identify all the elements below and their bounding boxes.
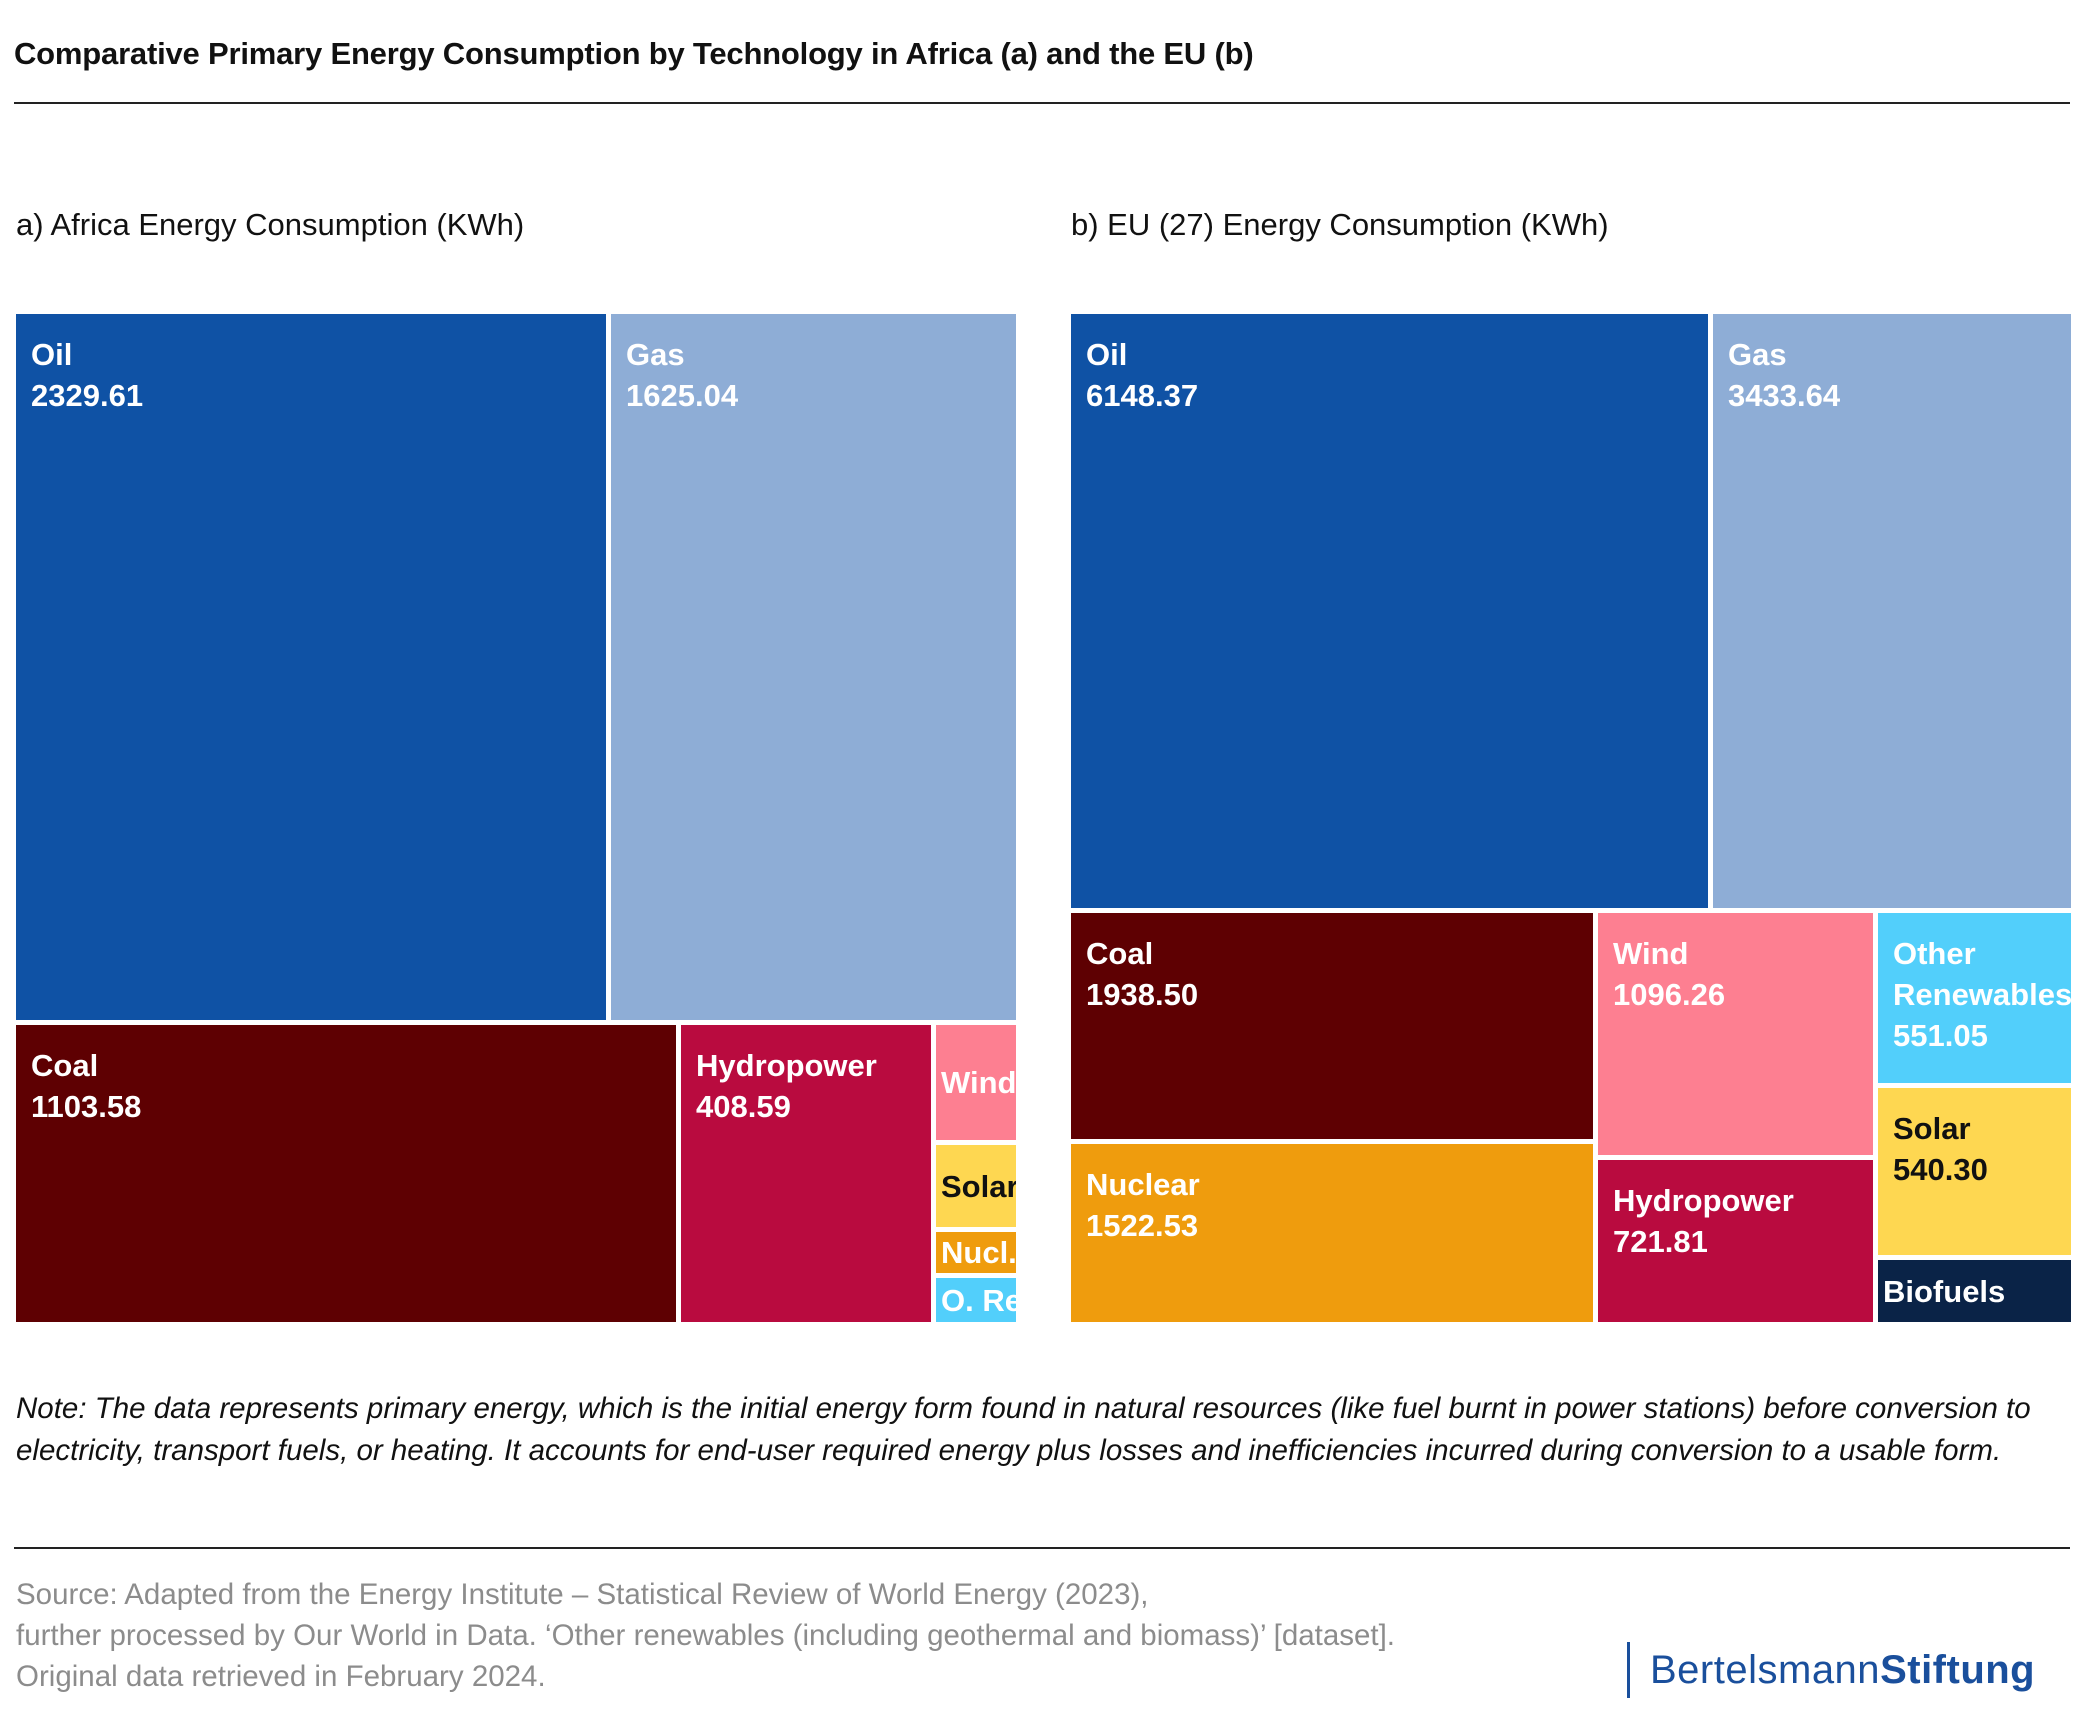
eu-tile-gas: Gas 3433.64 — [1713, 314, 2071, 908]
tile-label: Coal — [31, 1048, 99, 1083]
tile-label: Gas — [626, 337, 685, 372]
africa-tile-gas: Gas 1625.04 — [611, 314, 1016, 1020]
tile-value: 1625.04 — [626, 378, 739, 413]
africa-tile-other-renewables: O. Re. — [936, 1278, 1016, 1322]
eu-tile-hydropower: Hydropower 721.81 — [1598, 1160, 1873, 1322]
tile-text: Oil 2329.61 — [31, 334, 592, 416]
africa-treemap: Oil 2329.61 Gas 1625.04 Coal 1103.58 Hydropowe… — [16, 314, 1016, 1322]
tile-value: 1096.26 — [1613, 977, 1726, 1012]
tile-text: Oil 6148.37 — [1086, 334, 1694, 416]
source-text: Source: Adapted from the Energy Institut… — [16, 1574, 1395, 1697]
tile-label: Gas — [1728, 337, 1787, 372]
tile-label: Nucl. — [941, 1235, 1016, 1270]
africa-tile-hydropower: Hydropower 408.59 — [681, 1025, 931, 1322]
tile-text: Coal 1938.50 — [1086, 933, 1579, 1015]
tile-text: O. Re. — [941, 1280, 1016, 1321]
africa-tile-oil: Oil 2329.61 — [16, 314, 606, 1020]
tile-text: Coal 1103.58 — [31, 1045, 662, 1127]
eu-tile-coal: Coal 1938.50 — [1071, 913, 1593, 1139]
tile-label: Hydropower — [1613, 1183, 1794, 1218]
top-divider — [14, 102, 2070, 104]
source-line-3: Original data retrieved in February 2024… — [16, 1660, 546, 1693]
tile-label: Solar — [1893, 1111, 1971, 1146]
eu-tile-nuclear: Nuclear 1522.53 — [1071, 1144, 1593, 1322]
tile-text: Solar — [941, 1166, 1016, 1207]
tile-text: Wind — [941, 1062, 1016, 1103]
tile-text: Biofuels — [1883, 1271, 2005, 1312]
tile-text: Nucl. — [941, 1232, 1016, 1273]
tile-value: 551.05 — [1893, 1018, 1988, 1053]
tile-text: Nuclear 1522.53 — [1086, 1164, 1579, 1246]
tile-label: Coal — [1086, 936, 1154, 971]
tile-value: 1522.53 — [1086, 1208, 1199, 1243]
africa-tile-solar: Solar — [936, 1145, 1016, 1227]
tile-label: Biofuels — [1883, 1273, 2006, 1309]
tile-label: Wind — [941, 1065, 1016, 1100]
tile-label: Hydropower — [696, 1048, 877, 1083]
tile-text: Solar 540.30 — [1893, 1108, 2057, 1190]
tile-label: Wind — [1613, 936, 1689, 971]
tile-text: Other Renewables 551.05 — [1893, 933, 2071, 1056]
tile-value: 721.81 — [1613, 1224, 1708, 1259]
tile-label: Solar — [941, 1168, 1016, 1204]
eu-tile-wind: Wind 1096.26 — [1598, 913, 1873, 1155]
tile-value: 6148.37 — [1086, 378, 1199, 413]
africa-tile-wind: Wind — [936, 1025, 1016, 1140]
source-line-1: Source: Adapted from the Energy Institut… — [16, 1578, 1149, 1611]
bottom-divider — [14, 1547, 2070, 1549]
tile-label: Nuclear — [1086, 1167, 1200, 1202]
africa-tile-nuclear: Nucl. — [936, 1232, 1016, 1273]
logo-text-bertelsmann: Bertelsmann — [1650, 1647, 1881, 1692]
eu-tile-biofuels: Biofuels — [1878, 1260, 2071, 1322]
tile-value: 408.59 — [696, 1089, 791, 1124]
eu-treemap: Oil 6148.37 Gas 3433.64 Coal 1938.50 Nuclear 15… — [1071, 314, 2071, 1322]
tile-value: 3433.64 — [1728, 378, 1841, 413]
tile-label: O. Re. — [941, 1282, 1016, 1318]
tile-label: Other Renewables — [1893, 936, 2071, 1012]
logo-text-stiftung: Stiftung — [1880, 1647, 2036, 1692]
eu-tile-other-renewables: Other Renewables 551.05 — [1878, 913, 2071, 1083]
tile-label: Oil — [31, 337, 73, 372]
bertelsmann-stiftung-logo: Bertelsmann Stiftung — [1627, 1642, 2035, 1698]
africa-chart-title: a) Africa Energy Consumption (KWh) — [16, 207, 525, 242]
tile-value: 2329.61 — [31, 378, 144, 413]
tile-value: 540.30 — [1893, 1152, 1988, 1187]
tile-text: Hydropower 721.81 — [1613, 1180, 1859, 1262]
source-line-2: further processed by Our World in Data. … — [16, 1619, 1395, 1652]
tile-text: Wind 1096.26 — [1613, 933, 1859, 1015]
tile-value: 1103.58 — [31, 1089, 142, 1124]
tile-value: 1938.50 — [1086, 977, 1199, 1012]
figure-title: Comparative Primary Energy Consumption b… — [14, 36, 1254, 71]
africa-tile-coal: Coal 1103.58 — [16, 1025, 676, 1322]
eu-tile-solar: Solar 540.30 — [1878, 1088, 2071, 1255]
eu-tile-oil: Oil 6148.37 — [1071, 314, 1708, 908]
tile-text: Gas 1625.04 — [626, 334, 1002, 416]
tile-text: Gas 3433.64 — [1728, 334, 2057, 416]
note-text: Note: The data represents primary energy… — [16, 1392, 2031, 1467]
tile-label: Oil — [1086, 337, 1128, 372]
tile-text: Hydropower 408.59 — [696, 1045, 917, 1127]
eu-chart-title: b) EU (27) Energy Consumption (KWh) — [1071, 207, 1609, 242]
